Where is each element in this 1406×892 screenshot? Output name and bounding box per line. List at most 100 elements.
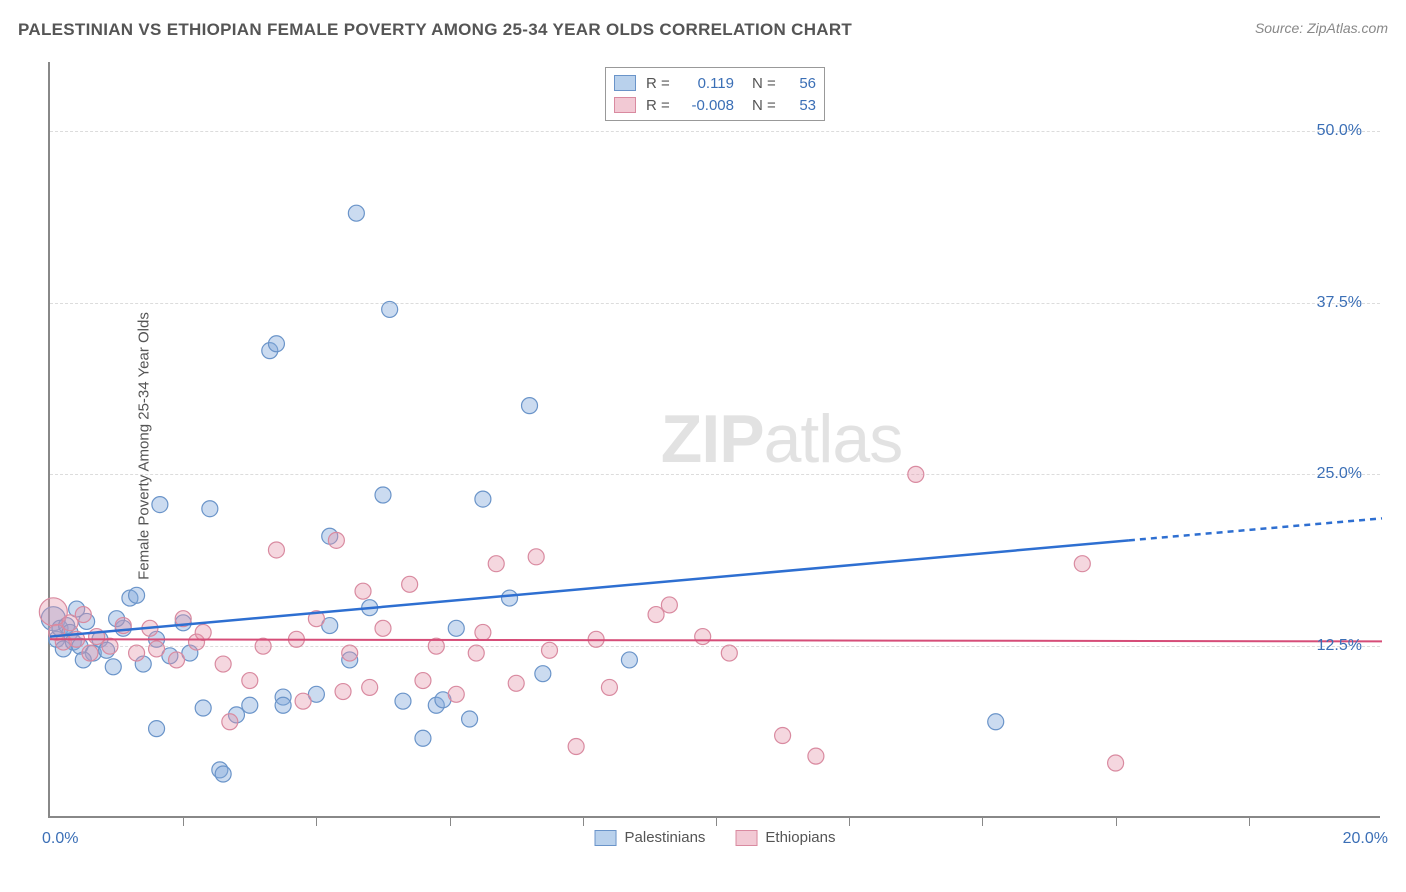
scatter-point [402,576,418,592]
scatter-point [202,501,218,517]
scatter-point [528,549,544,565]
scatter-point [342,645,358,661]
trend-line-dashed [1129,518,1382,540]
scatter-point [195,624,211,640]
trend-line [50,540,1129,636]
x-tick [716,816,717,826]
scatter-point [415,673,431,689]
scatter-point [468,645,484,661]
scatter-point [215,766,231,782]
scatter-point [105,659,121,675]
legend-row-ethiopians: R = -0.008 N = 53 [614,94,816,116]
x-tick [316,816,317,826]
scatter-point [395,693,411,709]
legend-top: R = 0.119 N = 56 R = -0.008 N = 53 [605,67,825,121]
legend-bottom-swatch-1 [735,830,757,846]
scatter-point [268,542,284,558]
scatter-point [355,583,371,599]
scatter-point [222,714,238,730]
scatter-point [475,624,491,640]
scatter-point [661,597,677,613]
legend-n-label-0: N = [752,75,780,92]
x-tick [982,816,983,826]
legend-swatch-ethiopians [614,97,636,113]
x-tick [1249,816,1250,826]
scatter-point [522,398,538,414]
scatter-point [695,629,711,645]
legend-swatch-palestinians [614,75,636,91]
scatter-point [102,638,118,654]
legend-n-value-0: 56 [790,75,816,92]
legend-bottom-label-0: Palestinians [625,829,706,846]
x-tick [1116,816,1117,826]
scatter-point [242,673,258,689]
scatter-point [149,721,165,737]
scatter-point [268,336,284,352]
scatter-point [648,607,664,623]
scatter-point [129,645,145,661]
scatter-svg [50,62,1380,816]
scatter-point [601,679,617,695]
source-label: Source: ZipAtlas.com [1255,20,1388,36]
legend-bottom-ethiopians: Ethiopians [735,829,835,846]
chart-title: PALESTINIAN VS ETHIOPIAN FEMALE POVERTY … [18,20,852,40]
scatter-point [295,693,311,709]
scatter-point [502,590,518,606]
scatter-point [375,620,391,636]
scatter-point [415,730,431,746]
legend-bottom: Palestinians Ethiopians [595,829,836,846]
scatter-point [448,686,464,702]
scatter-point [75,607,91,623]
scatter-point [908,466,924,482]
y-tick-label: 37.5% [1317,294,1362,312]
y-tick-label: 12.5% [1317,637,1362,655]
legend-n-label-1: N = [752,97,780,114]
scatter-point [1074,556,1090,572]
x-axis-max-label: 20.0% [1343,830,1388,848]
scatter-point [275,697,291,713]
scatter-point [362,679,378,695]
plot-area: ZIPatlas R = 0.119 N = 56 R = -0.008 N =… [48,62,1380,818]
scatter-point [568,739,584,755]
scatter-point [328,532,344,548]
trend-line [50,639,1382,641]
scatter-point [129,587,145,603]
legend-bottom-palestinians: Palestinians [595,829,706,846]
x-axis-min-label: 0.0% [42,830,78,848]
x-tick [183,816,184,826]
scatter-point [542,642,558,658]
scatter-point [808,748,824,764]
y-tick-label: 25.0% [1317,465,1362,483]
scatter-point [508,675,524,691]
scatter-point [242,697,258,713]
scatter-point [488,556,504,572]
scatter-point [462,711,478,727]
legend-r-value-1: -0.008 [684,97,734,114]
scatter-point [169,652,185,668]
scatter-point [195,700,211,716]
y-tick-label: 50.0% [1317,122,1362,140]
legend-bottom-swatch-0 [595,830,617,846]
scatter-point [448,620,464,636]
scatter-point [621,652,637,668]
legend-r-label-0: R = [646,75,674,92]
scatter-point [1108,755,1124,771]
scatter-point [348,205,364,221]
scatter-point [475,491,491,507]
legend-row-palestinians: R = 0.119 N = 56 [614,72,816,94]
legend-n-value-1: 53 [790,97,816,114]
scatter-point [535,666,551,682]
scatter-point [149,641,165,657]
scatter-point [335,684,351,700]
scatter-point [152,497,168,513]
scatter-point [382,301,398,317]
x-tick [583,816,584,826]
legend-r-value-0: 0.119 [684,75,734,92]
scatter-point [988,714,1004,730]
scatter-point [82,645,98,661]
scatter-point [775,728,791,744]
scatter-point [375,487,391,503]
legend-bottom-label-1: Ethiopians [765,829,835,846]
x-tick [849,816,850,826]
scatter-point [215,656,231,672]
